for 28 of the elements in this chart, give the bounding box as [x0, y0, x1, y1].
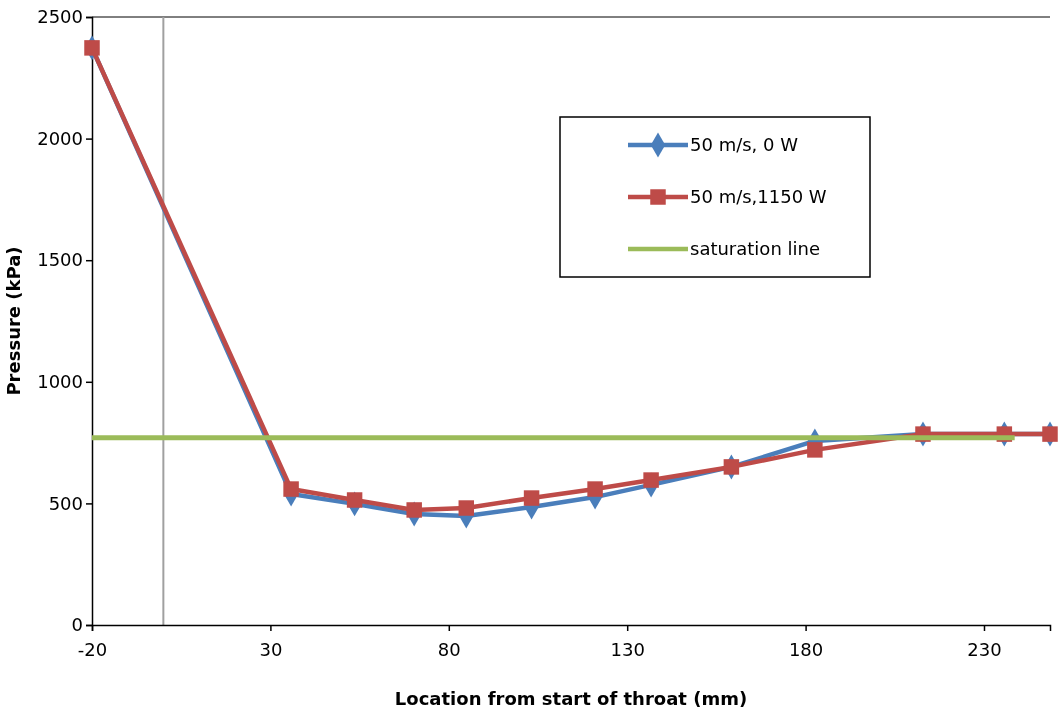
- x-tick-label: 180: [788, 638, 824, 660]
- point: [723, 459, 740, 475]
- legend-label: saturation line: [690, 238, 820, 259]
- y-tick-label: 1000: [37, 371, 83, 393]
- x-axis-title: Location from start of throat (mm): [394, 688, 748, 709]
- point: [523, 490, 540, 506]
- x-tick-label: 80: [437, 638, 461, 660]
- point: [84, 40, 100, 56]
- x-tick-label: 230: [967, 638, 1002, 660]
- legend-label: 50 m/s,1150 W: [690, 186, 827, 207]
- point: [587, 481, 603, 497]
- x-tick-label: 130: [610, 638, 645, 660]
- x-tick-label: 30: [259, 638, 283, 660]
- point: [406, 502, 422, 518]
- legend-label: 50 m/s, 0 W: [690, 134, 799, 155]
- y-tick-label: 2500: [37, 6, 83, 28]
- point: [283, 481, 299, 497]
- point: [643, 472, 659, 488]
- y-axis-title: Pressure (kPa): [3, 246, 24, 396]
- y-tick-label: 2000: [37, 127, 83, 149]
- y-tick-label: 1500: [37, 249, 83, 271]
- y-tick-label: 500: [48, 492, 83, 514]
- x-tick-label: -20: [77, 638, 108, 660]
- point: [807, 442, 823, 458]
- y-tick-label: 0: [71, 614, 83, 636]
- point: [346, 492, 363, 508]
- point: [458, 500, 475, 516]
- point: [1042, 426, 1058, 442]
